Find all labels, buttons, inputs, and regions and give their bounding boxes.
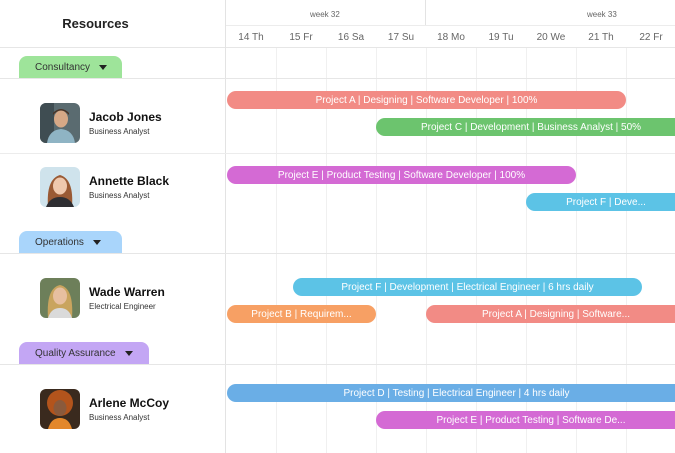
avatar [40, 389, 80, 429]
event-bar[interactable]: Project A | Designing | Software Develop… [227, 91, 626, 109]
day-header: 18 Mo [437, 31, 465, 43]
resources-title: Resources [62, 16, 129, 31]
group-label: Operations [35, 236, 84, 248]
resource-name: Annette Black [89, 174, 170, 188]
event-label: Project E | Product Testing | Software D… [436, 414, 626, 426]
resource-row-annette-black[interactable]: Annette Black Business Analyst [40, 167, 169, 207]
week-separator [425, 0, 426, 25]
group-divider [0, 253, 675, 254]
event-bar[interactable]: Project E | Product Testing | Software D… [227, 166, 576, 184]
event-bar[interactable]: Project D | Testing | Electrical Enginee… [227, 384, 675, 402]
caret-down-icon [124, 350, 133, 356]
caret-down-icon [92, 239, 101, 245]
group-label: Consultancy [35, 61, 91, 73]
group-toggle-quality-assurance[interactable]: Quality Assurance [19, 342, 149, 364]
event-label: Project B | Requirem... [251, 308, 352, 320]
week-header-row: week 32 week 33 [226, 0, 675, 25]
day-header: 15 Fr [289, 31, 313, 43]
avatar [40, 167, 80, 207]
event-bar[interactable]: Project C | Development | Business Analy… [376, 118, 675, 136]
grid-line [276, 48, 277, 453]
resource-role: Business Analyst [89, 127, 150, 136]
event-label: Project D | Testing | Electrical Enginee… [343, 387, 570, 399]
grid-line [326, 48, 327, 453]
resource-name: Arlene McCoy [89, 396, 170, 410]
resource-name: Jacob Jones [89, 110, 162, 124]
day-header: 16 Sa [337, 31, 365, 43]
week-label-32: week 32 [310, 10, 340, 19]
group-divider [0, 364, 675, 365]
grid-line [426, 48, 427, 453]
group-label: Quality Assurance [35, 347, 116, 359]
resources-header: Resources [0, 0, 225, 48]
resource-row-jacob-jones[interactable]: Jacob Jones Business Analyst [40, 103, 162, 143]
day-header: 17 Su [387, 31, 415, 43]
grid-line [476, 48, 477, 453]
day-header: 20 We [536, 31, 566, 43]
event-label: Project A | Designing | Software Develop… [315, 94, 538, 106]
avatar [40, 278, 80, 318]
event-label: Project E | Product Testing | Software D… [277, 169, 526, 181]
caret-down-icon [99, 64, 108, 70]
resource-row-wade-warren[interactable]: Wade Warren Electrical Engineer [40, 278, 165, 318]
day-header: 14 Th [238, 31, 264, 43]
group-toggle-operations[interactable]: Operations [19, 231, 122, 253]
event-bar[interactable]: Project E | Product Testing | Software D… [376, 411, 675, 429]
avatar [40, 103, 80, 143]
day-header-row: 14 Th 15 Fr 16 Sa 17 Su 18 Mo 19 Tu 20 W… [226, 25, 675, 48]
event-bar[interactable]: Project F | Development | Electrical Eng… [293, 278, 642, 296]
event-bar[interactable]: Project A | Designing | Software... [426, 305, 675, 323]
resource-column-divider [225, 0, 226, 453]
group-toggle-consultancy[interactable]: Consultancy [19, 56, 122, 78]
resource-role: Business Analyst [89, 191, 150, 200]
row-divider [0, 153, 675, 154]
resource-name: Wade Warren [89, 285, 165, 299]
event-label: Project A | Designing | Software... [481, 308, 631, 320]
grid-line [526, 48, 527, 453]
event-label: Project C | Development | Business Analy… [420, 121, 642, 133]
resource-row-arlene-mccoy[interactable]: Arlene McCoy Business Analyst [40, 389, 169, 429]
event-bar[interactable]: Project F | Deve... [526, 193, 675, 211]
grid-line [626, 48, 627, 453]
event-label: Project F | Development | Electrical Eng… [341, 281, 594, 293]
day-header: 21 Th [588, 31, 614, 43]
resource-role: Electrical Engineer [89, 302, 156, 311]
day-header: 22 Fr [639, 31, 663, 43]
event-label: Project F | Deve... [566, 196, 646, 208]
week-label-33: week 33 [587, 10, 617, 19]
grid-line [376, 48, 377, 453]
day-header: 19 Tu [488, 31, 514, 43]
group-divider [0, 78, 675, 79]
event-bar[interactable]: Project B | Requirem... [227, 305, 376, 323]
grid-line [576, 48, 577, 453]
resource-role: Business Analyst [89, 413, 150, 422]
